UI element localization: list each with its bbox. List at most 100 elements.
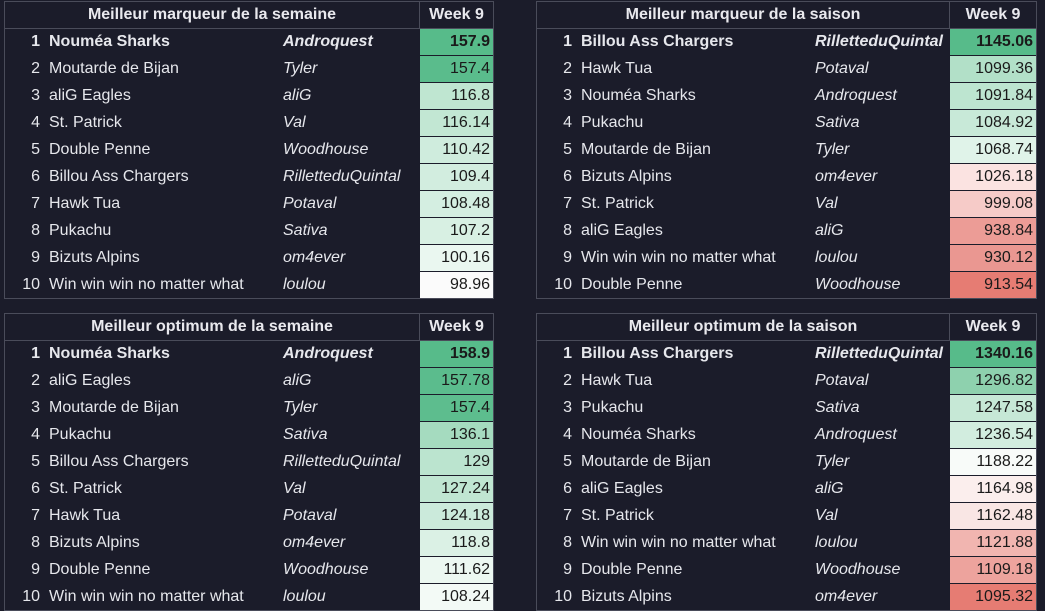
score-cell: 1091.84 <box>949 82 1038 110</box>
score-cell: 157.4 <box>419 55 494 83</box>
score-cell: 116.14 <box>419 109 494 137</box>
rank-cell: 1 <box>4 340 47 368</box>
team-name-cell: Bizuts Alpins <box>49 249 140 266</box>
rank-cell: 3 <box>4 82 47 110</box>
rank-cell: 6 <box>4 163 47 191</box>
team-name-cell: Win win win no matter what <box>581 249 776 266</box>
score-cell: 1145.06 <box>949 28 1038 56</box>
owner-name-cell: Woodhouse <box>815 561 901 578</box>
rank-cell: 8 <box>4 217 47 245</box>
table-row: 2 Moutarde de Bijan Tyler 157.4 <box>4 55 494 83</box>
table-row: 7 Hawk Tua Potaval 124.18 <box>4 502 495 530</box>
team-name-cell: Hawk Tua <box>49 507 121 524</box>
table-row: 8 aliG Eagles aliG 938.84 <box>536 217 1038 245</box>
score-cell: 116.8 <box>419 82 494 110</box>
team-name-cell: aliG Eagles <box>581 480 663 497</box>
rank-cell: 9 <box>4 244 47 272</box>
table-row: 9 Win win win no matter what loulou 930.12 <box>536 244 1038 272</box>
owner-name-cell: om4ever <box>283 249 346 266</box>
team-name-cell: Billou Ass Chargers <box>581 33 734 50</box>
rank-cell: 1 <box>536 340 579 368</box>
table-row: 6 Bizuts Alpins om4ever 1026.18 <box>536 163 1038 191</box>
table-row: 9 Double Penne Woodhouse 1109.18 <box>536 556 1037 584</box>
rank-cell: 7 <box>4 190 47 218</box>
rank-cell: 1 <box>536 28 579 56</box>
team-name-cell: Win win win no matter what <box>46 583 281 611</box>
owner-name-cell: Sativa <box>815 399 860 416</box>
score-cell: 930.12 <box>949 244 1038 272</box>
table-row: 1 Nouméa Sharks Androquest 158.9 <box>4 340 495 368</box>
table-row: 4 Pukachu Sativa 136.1 <box>4 421 495 449</box>
owner-name-cell: loulou <box>815 534 858 551</box>
table-row: 7 St. Patrick Val 999.08 <box>536 190 1038 218</box>
rank-cell: 6 <box>536 475 579 503</box>
table-row: 6 Billou Ass Chargers RilletteduQuintal 109… <box>4 163 494 191</box>
owner-name-cell: aliG <box>815 480 844 497</box>
table-row: 8 Pukachu Sativa 107.2 <box>4 217 494 245</box>
score-cell: 158.9 <box>419 340 495 368</box>
score-cell: 157.9 <box>419 28 494 56</box>
score-cell: 110.42 <box>419 136 494 164</box>
owner-name-cell: Potaval <box>815 372 869 389</box>
score-cell: 1188.22 <box>949 448 1037 476</box>
team-name-cell: St. Patrick <box>49 114 122 131</box>
week-header: Week 9 <box>949 1 1038 29</box>
table-row: 10 Bizuts Alpins om4ever 1095.32 <box>536 583 1037 611</box>
table-row: 5 Billou Ass Chargers RilletteduQuintal 129 <box>4 448 495 476</box>
table-row: 1 Billou Ass Chargers RilletteduQuintal 114… <box>536 28 1038 56</box>
table-row: 10 Double Penne Woodhouse 913.54 <box>536 271 1038 299</box>
owner-name-cell: Androquest <box>815 87 897 104</box>
rank-cell: 7 <box>4 502 47 530</box>
owner-name-cell: om4ever <box>815 168 878 185</box>
owner-name-cell: Tyler <box>815 453 850 470</box>
table-row: 4 Pukachu Sativa 1084.92 <box>536 109 1038 137</box>
table-row: 3 Pukachu Sativa 1247.58 <box>536 394 1037 422</box>
owner-name-cell: Val <box>815 507 838 524</box>
score-cell: 1026.18 <box>949 163 1038 191</box>
team-name-cell: Moutarde de Bijan <box>49 60 179 77</box>
table-row: 5 Moutarde de Bijan Tyler 1068.74 <box>536 136 1038 164</box>
rank-cell: 9 <box>4 556 47 584</box>
score-cell: 111.62 <box>419 556 495 584</box>
team-name-cell: Pukachu <box>581 399 644 416</box>
owner-name-cell: Sativa <box>283 222 328 239</box>
team-name-cell: Billou Ass Chargers <box>581 345 734 362</box>
team-name-cell: Double Penne <box>49 561 151 578</box>
owner-name-cell: Potaval <box>283 507 337 524</box>
score-cell: 1099.36 <box>949 55 1038 83</box>
table-row: 2 aliG Eagles aliG 157.78 <box>4 367 495 395</box>
score-cell: 109.4 <box>419 163 494 191</box>
score-cell: 118.8 <box>419 529 495 557</box>
team-name-cell: aliG Eagles <box>49 87 131 104</box>
team-name-cell: Moutarde de Bijan <box>49 399 179 416</box>
score-cell: 100.16 <box>419 244 494 272</box>
owner-name-cell: Sativa <box>815 114 860 131</box>
owner-name-cell: Woodhouse <box>283 561 369 578</box>
score-cell: 1121.88 <box>949 529 1037 557</box>
owner-name-cell: RilletteduQuintal <box>283 168 401 185</box>
team-name-cell: Double Penne <box>49 141 151 158</box>
team-name-cell: St. Patrick <box>581 507 654 524</box>
score-cell: 1296.82 <box>949 367 1037 395</box>
rank-cell: 7 <box>536 190 579 218</box>
score-cell: 107.2 <box>419 217 494 245</box>
score-cell: 127.24 <box>419 475 495 503</box>
table-title: Meilleur optimum de la semaine <box>3 313 421 341</box>
table-row: 7 St. Patrick Val 1162.48 <box>536 502 1037 530</box>
score-cell: 1340.16 <box>949 340 1037 368</box>
rank-cell: 10 <box>4 271 47 299</box>
rank-cell: 2 <box>536 55 579 83</box>
owner-name-cell: loulou <box>280 583 420 611</box>
owner-name-cell: RilletteduQuintal <box>815 33 943 50</box>
score-cell: 136.1 <box>419 421 495 449</box>
table-row: 4 St. Patrick Val 116.14 <box>4 109 494 137</box>
score-cell: 129 <box>419 448 495 476</box>
owner-name-cell: Tyler <box>815 141 850 158</box>
table-row: 6 St. Patrick Val 127.24 <box>4 475 495 503</box>
score-cell: 124.18 <box>419 502 495 530</box>
rank-cell: 8 <box>4 529 47 557</box>
team-name-cell: Double Penne <box>578 271 813 299</box>
table-row: 1 Nouméa Sharks Androquest 157.9 <box>4 28 494 56</box>
table-row: 7 Hawk Tua Potaval 108.48 <box>4 190 494 218</box>
